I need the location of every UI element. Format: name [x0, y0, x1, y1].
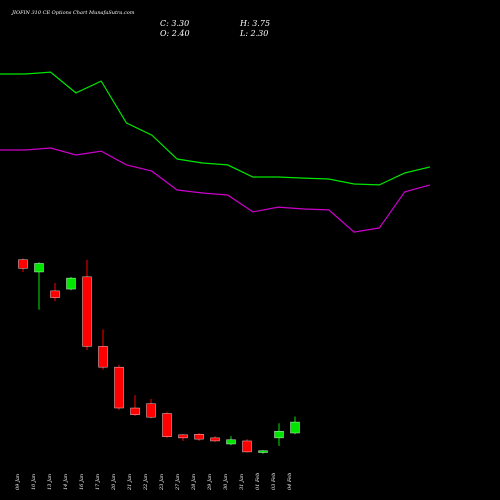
x-tick-label: 30 Jan [223, 474, 229, 490]
x-tick-label: 29 Jan [207, 474, 213, 491]
x-tick-label: 20 Jan [111, 474, 117, 491]
candle-body [178, 434, 188, 439]
readout-low: L: 2.30 [239, 29, 268, 38]
x-tick-label: 13 Jan [47, 474, 53, 490]
candle-body [258, 450, 268, 453]
readout-close: C: 3.30 [160, 19, 189, 28]
candle-body [210, 437, 220, 442]
indicator-line [0, 71, 431, 186]
x-tick-label: 27 Jan [175, 474, 181, 491]
x-tick-label: 16 Jan [79, 474, 85, 490]
candle-body [194, 434, 204, 440]
candle-body [242, 440, 252, 453]
indicator-line [0, 147, 431, 233]
candle-body [98, 346, 108, 368]
x-tick-label: 10 Jan [31, 474, 37, 490]
candle-body [290, 421, 300, 434]
x-tick-label: 17 Jan [95, 474, 101, 490]
readout-high: H: 3.75 [239, 19, 270, 28]
readout-open: O: 2.40 [160, 29, 190, 38]
candle-body [130, 407, 140, 415]
x-tick-label: 03 Feb [271, 473, 277, 490]
chart-title: JIOFIN 310 CE Options Chart MunafaSutra.… [11, 10, 135, 16]
candle-body [82, 276, 92, 347]
x-tick-label: 14 Jan [63, 474, 69, 490]
x-tick-label: 23 Jan [159, 474, 165, 491]
candle-body [274, 430, 284, 439]
x-tick-label: 28 Jan [191, 474, 197, 491]
x-tick-label: 04 Feb [287, 473, 293, 490]
candle-body [162, 413, 172, 437]
candle-body [226, 439, 236, 445]
x-tick-label: 31 Jan [239, 474, 245, 490]
candle-body [146, 403, 156, 418]
x-tick-label: 09 Jan [15, 474, 21, 490]
x-tick-label: 01 Feb [255, 473, 261, 490]
x-tick-label: 22 Jan [143, 474, 149, 491]
x-tick-label: 21 Jan [127, 474, 133, 491]
candle-body [34, 263, 44, 273]
candle-body [50, 290, 60, 298]
candle-body [18, 259, 28, 269]
candle-body [66, 277, 76, 290]
candle-body [114, 366, 124, 409]
